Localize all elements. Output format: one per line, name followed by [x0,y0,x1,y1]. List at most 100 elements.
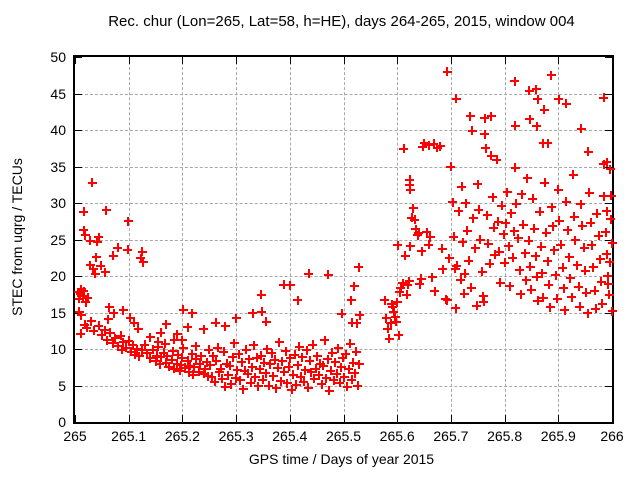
data-point [293,360,303,370]
data-point [214,367,224,377]
data-point [532,272,542,282]
data-point [493,217,503,227]
data-point [200,364,210,374]
data-point [418,142,428,152]
data-point [246,378,256,388]
data-point [349,281,359,291]
data-point [588,262,598,272]
data-point [524,236,534,246]
data-point [347,318,357,328]
y-tick-label: 45 [50,85,66,102]
data-point [605,164,615,174]
data-point [80,230,90,240]
data-point [169,335,179,344]
data-point [94,321,104,331]
data-point [91,252,101,262]
data-point [173,350,183,360]
data-point [335,378,345,388]
y-gridline [75,130,612,131]
data-point [459,289,469,299]
data-point [252,353,262,363]
data-point [169,364,179,374]
data-point [466,283,476,293]
data-point [581,288,591,298]
data-point [524,86,534,96]
data-point [101,205,111,215]
data-point [211,318,221,328]
data-point [510,76,520,86]
data-point [583,147,593,157]
data-point [564,252,574,262]
data-point [297,352,307,362]
data-point [353,381,363,390]
data-point [405,175,415,185]
y-gridline [75,349,612,350]
data-point [388,302,398,312]
data-point [279,367,289,377]
data-point [424,240,434,250]
data-point [243,369,253,379]
data-point [285,353,295,363]
data-point [554,94,564,104]
data-point [607,238,617,248]
data-point [494,247,504,257]
data-point [315,359,325,369]
data-point [603,279,613,289]
data-point [118,305,128,315]
data-point [481,143,491,153]
data-point [155,359,165,369]
data-point [250,372,260,382]
data-point [244,354,254,364]
data-point [465,111,475,121]
data-point [137,345,147,355]
data-point [153,337,163,347]
data-point [408,203,418,213]
data-point [393,240,403,250]
data-point [235,375,245,385]
x-tick-mark [289,415,291,422]
data-point [79,225,89,235]
data-point [351,347,361,357]
data-point [430,286,440,296]
data-point [293,295,303,305]
x-tick-mark [612,57,613,64]
data-point [345,339,355,349]
data-point [273,363,283,373]
data-point [554,216,564,226]
x-tick-label: 265.8 [487,428,523,444]
data-point [405,241,415,251]
data-point [344,364,354,374]
data-point [213,343,223,353]
data-point [196,351,206,361]
data-point [290,350,300,360]
y-tick-mark [75,276,82,277]
data-point [271,383,281,393]
data-point [160,339,170,349]
data-point [489,223,499,233]
data-point [531,251,541,261]
data-point [515,265,525,275]
data-point [168,346,178,356]
y-tick-label: 10 [50,341,66,357]
data-point [468,213,478,223]
data-point [89,326,99,336]
x-tick-mark [504,57,506,64]
data-point [535,207,544,217]
data-point [384,334,394,344]
data-point [267,348,277,358]
data-point [327,348,337,358]
y-tick-mark [75,166,82,168]
data-point [475,235,485,244]
data-point [563,225,573,235]
y-tick-label: 40 [50,122,66,138]
data-point [128,340,138,350]
data-point [456,275,466,285]
data-point [258,375,268,385]
y-tick-mark [75,130,82,131]
data-point [97,330,107,340]
data-point [306,367,316,377]
data-point [539,105,549,115]
data-point [226,379,236,389]
data-point [594,231,604,241]
